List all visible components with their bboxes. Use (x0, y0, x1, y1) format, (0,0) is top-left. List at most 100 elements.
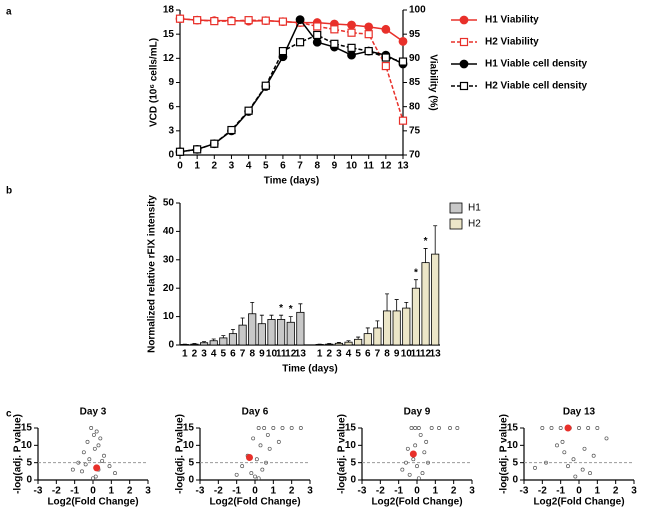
significance: * (289, 304, 293, 315)
bar (277, 319, 286, 346)
highlight-point (246, 453, 253, 461)
x-tick-label: 3 (145, 486, 151, 497)
marker (313, 30, 322, 40)
x-tick-label: 2 (192, 349, 198, 360)
y-tick-label: 0 (188, 475, 194, 486)
bar (190, 343, 199, 346)
y-tick-label: 10 (507, 440, 519, 451)
error-bar (433, 225, 438, 255)
point (555, 443, 559, 448)
marker (278, 46, 288, 56)
point (298, 426, 303, 430)
x-tick-label: 3 (229, 161, 235, 172)
y-tick-label: 15 (163, 29, 175, 40)
x-axis-label: Time (days) (282, 364, 337, 375)
error-bar (279, 314, 284, 320)
x-tick-label: -3 (196, 486, 205, 497)
marker (398, 37, 408, 46)
x-axis-label: Log2(Fold Change) (209, 497, 300, 508)
error-bar (394, 299, 399, 311)
legend-swatch (449, 202, 463, 214)
x-tick-label: 13 (397, 161, 409, 172)
legend-label: H1 Viable cell density (485, 59, 588, 70)
point (249, 471, 254, 476)
x-tick-label: 0 (90, 486, 96, 497)
bar (257, 323, 266, 346)
y-tick-label: 10 (345, 440, 357, 451)
point (420, 471, 425, 476)
x-tick-label: 1 (317, 349, 323, 360)
chart-title: Day 9 (404, 407, 431, 418)
y-tick-label: 0 (26, 475, 32, 486)
x-tick-label: 0 (177, 161, 183, 172)
point (289, 426, 294, 430)
x-tick-label: 8 (384, 349, 390, 360)
x-tick-label: 2 (212, 161, 218, 172)
x-tick-label: 2 (289, 486, 295, 497)
x-tick-label: 9 (259, 349, 265, 360)
point (70, 467, 75, 472)
point (426, 460, 430, 465)
point (604, 436, 609, 441)
point (549, 426, 554, 430)
x-tick-label: 10 (401, 349, 413, 360)
point (411, 457, 416, 462)
point (87, 457, 92, 462)
point (558, 426, 563, 430)
marker (244, 106, 253, 115)
x-tick-label: -2 (214, 486, 223, 497)
x-tick-label: 6 (230, 349, 236, 360)
point (418, 432, 423, 437)
point (102, 453, 106, 458)
legend-label: H1 Viability (485, 15, 539, 26)
error-bar (250, 302, 255, 314)
y-tick-label: 20 (163, 283, 175, 294)
bar (267, 319, 276, 346)
x-tick-label: 10 (346, 161, 358, 172)
x-tick-label: 4 (246, 161, 252, 172)
series-line (179, 18, 404, 153)
bar (354, 338, 363, 346)
y-tick-label: 18 (163, 5, 175, 16)
x-tick-label: 12 (380, 161, 392, 172)
y-tick-label: 80 (409, 101, 421, 112)
x-tick-label: -3 (520, 486, 529, 497)
error-bar (192, 343, 197, 345)
significance: * (414, 267, 418, 278)
error-bar (423, 248, 428, 263)
point (560, 439, 565, 444)
x-tick-label: -1 (232, 486, 241, 497)
point (409, 426, 414, 430)
point (93, 474, 98, 479)
x-tick-label: 2 (451, 486, 457, 497)
point (98, 436, 103, 441)
y-axis-label: -log(adj. P value) (175, 414, 186, 494)
point (582, 446, 587, 451)
bar (219, 337, 228, 346)
y-tick-label: 10 (163, 311, 175, 322)
point (276, 439, 281, 444)
marker (210, 139, 219, 148)
marker (347, 50, 356, 60)
y-tick-label: 0 (168, 150, 174, 161)
x-tick-label: 1 (433, 486, 439, 497)
x-tick-label: 12 (420, 349, 432, 360)
point (91, 432, 96, 437)
x-tick-label: 12 (285, 349, 297, 360)
y-tick-label: 30 (163, 254, 175, 265)
panel-label: c (6, 409, 12, 420)
point (254, 457, 259, 462)
point (562, 450, 567, 455)
x-tick-label: 2 (613, 486, 619, 497)
bar (248, 313, 257, 346)
point (81, 450, 86, 455)
error-bar (365, 327, 370, 334)
y-tick-label: 5 (512, 457, 518, 468)
point (264, 460, 268, 465)
x-axis-label: Log2(Fold Change) (371, 497, 462, 508)
marker (381, 24, 391, 34)
panel-label: a (6, 7, 12, 18)
bar (373, 327, 382, 346)
point (85, 439, 90, 444)
point (595, 426, 600, 430)
